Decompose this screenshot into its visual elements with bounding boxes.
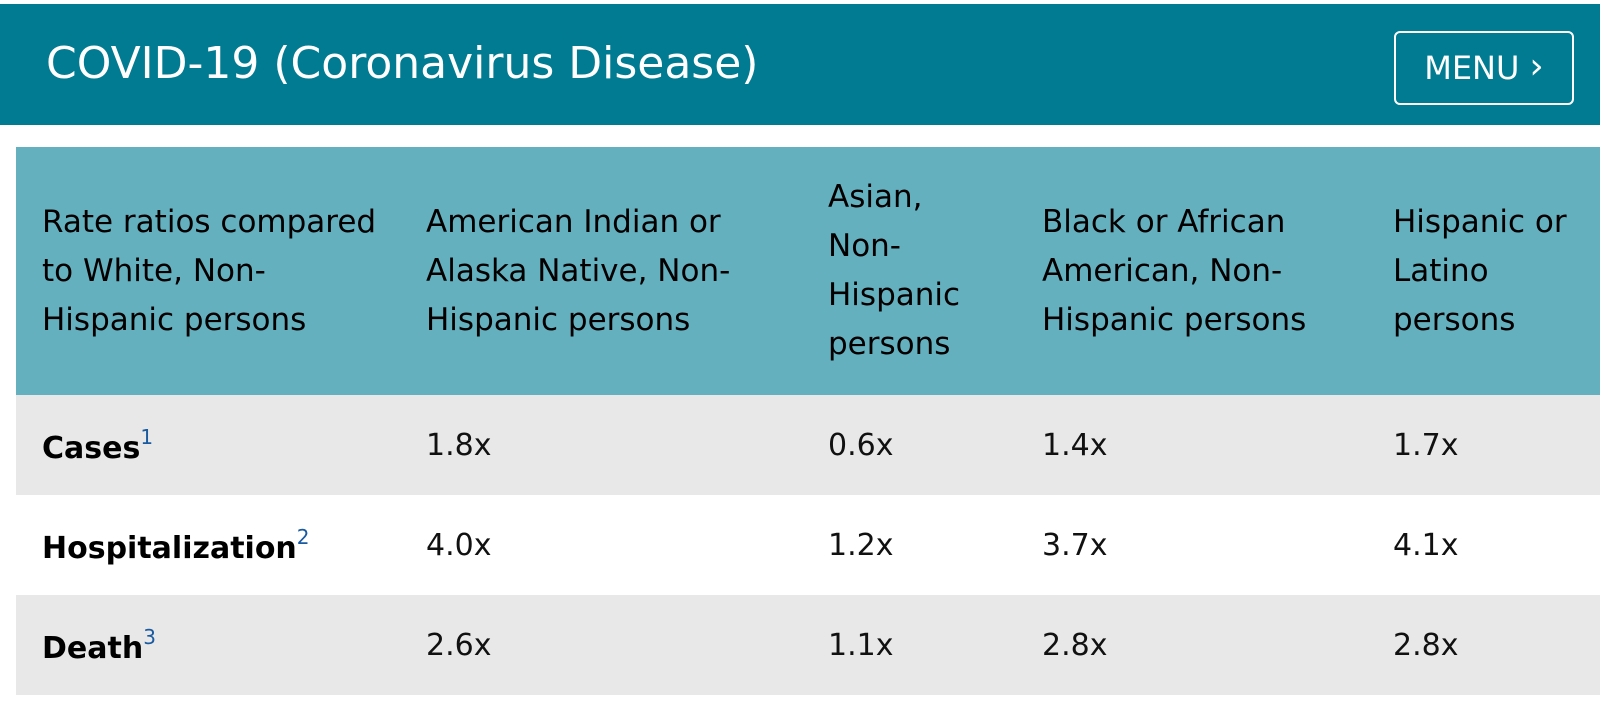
table-cell: 1.1x xyxy=(802,595,1016,695)
chevron-right-icon: › xyxy=(1529,45,1544,87)
table-cell: 1.4x xyxy=(1016,395,1367,495)
table-header-row: Rate ratios compared to White, Non-Hispa… xyxy=(16,147,1600,395)
column-header: Rate ratios compared to White, Non-Hispa… xyxy=(16,147,400,395)
column-header: Asian, Non-Hispanic persons xyxy=(802,147,1016,395)
row-label: Death3 xyxy=(16,595,400,695)
table-cell: 2.8x xyxy=(1016,595,1367,695)
footnote-link[interactable]: 2 xyxy=(296,524,310,549)
table-cell: 4.1x xyxy=(1367,495,1600,595)
table-cell: 1.8x xyxy=(400,395,802,495)
row-label-text: Death xyxy=(42,630,144,666)
table-cell: 0.6x xyxy=(802,395,1016,495)
table-cell: 4.0x xyxy=(400,495,802,595)
table-cell: 1.2x xyxy=(802,495,1016,595)
column-header: American Indian or Alaska Native, Non-Hi… xyxy=(400,147,802,395)
rate-ratio-table: Rate ratios compared to White, Non-Hispa… xyxy=(16,147,1600,695)
table-row: Hospitalization2 4.0x 1.2x 3.7x 4.1x xyxy=(16,495,1600,595)
table-cell: 2.6x xyxy=(400,595,802,695)
table-row: Death3 2.6x 1.1x 2.8x 2.8x xyxy=(16,595,1600,695)
menu-button[interactable]: MENU › xyxy=(1394,31,1574,105)
table-cell: 1.7x xyxy=(1367,395,1600,495)
footnote-link[interactable]: 3 xyxy=(143,624,156,649)
footnote-link[interactable]: 1 xyxy=(140,424,154,449)
table-row: Cases1 1.8x 0.6x 1.4x 1.7x xyxy=(16,395,1600,495)
row-label: Hospitalization2 xyxy=(16,495,400,595)
table-cell: 3.7x xyxy=(1016,495,1367,595)
table-cell: 2.8x xyxy=(1367,595,1600,695)
row-label: Cases1 xyxy=(16,395,400,495)
column-header: Hispanic or Latino persons xyxy=(1367,147,1600,395)
row-label-text: Cases xyxy=(42,430,141,466)
column-header: Black or African American, Non-Hispanic … xyxy=(1016,147,1367,395)
rate-ratio-table-container: Rate ratios compared to White, Non-Hispa… xyxy=(16,147,1600,695)
menu-button-label: MENU xyxy=(1424,49,1520,87)
row-label-text: Hospitalization xyxy=(42,530,297,566)
page-title: COVID-19 (Coronavirus Disease) xyxy=(46,38,759,89)
site-header: COVID-19 (Coronavirus Disease) MENU › xyxy=(0,4,1600,125)
